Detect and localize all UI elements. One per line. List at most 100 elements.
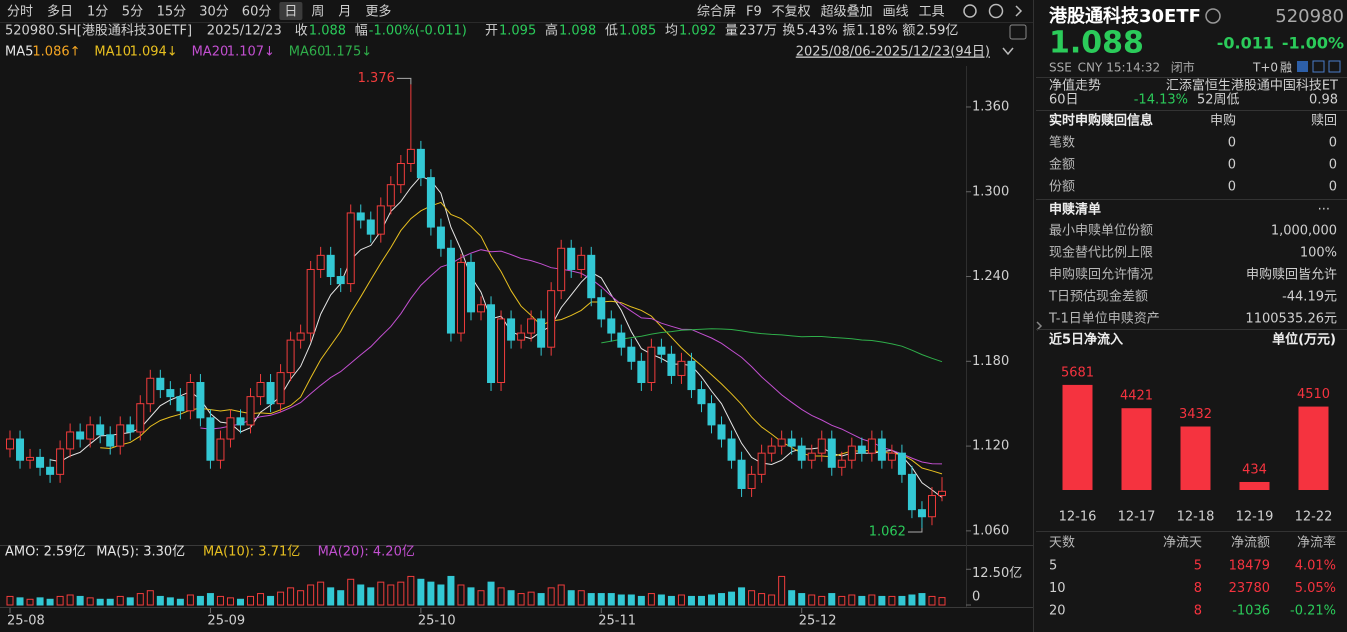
volume-bar: [798, 593, 806, 606]
candle-body: [206, 417, 215, 461]
volume-bar: [557, 584, 565, 606]
quote-meta: CNY: [1078, 61, 1103, 75]
candle-body: [216, 438, 225, 461]
settings-icon[interactable]: [963, 4, 977, 18]
tool-button[interactable]: 综合屏: [697, 5, 736, 20]
y-tick-label: 1.360: [972, 99, 1009, 114]
ma-label: MA20: [192, 45, 229, 60]
candle-body: [547, 290, 556, 348]
wechat-icon[interactable]: [1009, 24, 1027, 40]
table-header: 天数: [1049, 536, 1075, 551]
candle-body: [757, 452, 766, 475]
row-label: 份额: [1049, 180, 1075, 195]
candle-body: [246, 396, 255, 426]
candle-body: [517, 332, 526, 341]
period-tab[interactable]: 30分: [199, 5, 229, 20]
period-tab[interactable]: 15分: [157, 5, 187, 20]
row-value: 0: [1329, 136, 1337, 151]
nav-clip: [1036, 106, 1347, 111]
col-header: 申购: [1210, 113, 1236, 129]
more-button[interactable]: ···: [1318, 203, 1330, 218]
tool-button[interactable]: 画线: [883, 5, 909, 20]
add-icon[interactable]: [1312, 60, 1325, 73]
field-value: 5.43%: [796, 24, 837, 39]
y-tick-label: 1.060: [972, 523, 1009, 538]
candle-body: [617, 332, 626, 348]
x-tick-label: 12-17: [1118, 510, 1156, 525]
volume-bar: [497, 587, 505, 606]
candle-body: [156, 377, 165, 391]
volume-bar: [146, 590, 154, 606]
candle-body: [887, 452, 896, 461]
period-tab[interactable]: 周: [311, 5, 324, 20]
bar: [1298, 406, 1329, 490]
candle-body: [366, 219, 375, 235]
period-tab[interactable]: 更多: [365, 4, 391, 20]
bar-value-label: 3432: [1179, 407, 1212, 422]
low-label: 1.062: [869, 525, 906, 540]
candle-body: [456, 261, 465, 334]
volume-bar: [267, 595, 275, 606]
info-icon[interactable]: [1205, 8, 1221, 24]
collapse-icon[interactable]: [1015, 5, 1023, 17]
volume-bar: [226, 597, 234, 606]
tool-button[interactable]: 超级叠加: [821, 5, 873, 20]
y-tick-label: 1.240: [972, 269, 1009, 284]
quote-icons[interactable]: [1297, 60, 1341, 73]
panel-toggle[interactable]: [1036, 321, 1043, 331]
volume-bar: [216, 595, 224, 606]
table-cell: 5.05%: [1295, 581, 1336, 596]
candle-body: [436, 226, 445, 249]
range-dropdown[interactable]: [1002, 47, 1014, 56]
volume-bar: [136, 593, 144, 606]
volume-bar: [247, 595, 255, 606]
volume-bar: [477, 590, 485, 606]
volume-bar: [347, 578, 355, 606]
field-value: 237万: [739, 24, 777, 39]
candle-body: [767, 445, 776, 454]
period-tab[interactable]: 多日: [47, 4, 73, 20]
quote-code: 520980: [1275, 6, 1344, 27]
volume-bar: [617, 594, 625, 606]
x-tick-label: 25-09: [207, 614, 245, 629]
candle-body: [276, 372, 285, 405]
row-value: 1100535.26元: [1245, 312, 1337, 327]
period-tab[interactable]: 分时: [7, 5, 33, 20]
tool-button[interactable]: 工具: [919, 5, 945, 20]
candle-body: [537, 318, 546, 348]
candle-body: [627, 346, 636, 362]
volume-bar: [317, 581, 325, 606]
bar-value-label: 4510: [1297, 387, 1330, 402]
volume-bar: [778, 575, 786, 606]
bar-date: 2025/12/23: [207, 24, 282, 39]
candle-body: [777, 438, 786, 447]
tool-button[interactable]: F9: [746, 5, 762, 20]
window-icon[interactable]: [1328, 60, 1341, 73]
period-tab[interactable]: 5分: [122, 5, 143, 20]
candle-body: [126, 424, 135, 433]
chart-title: 近5日净流入: [1049, 332, 1123, 348]
edit-icon[interactable]: [1297, 61, 1308, 72]
candle-body: [326, 254, 335, 278]
col-header: 赎回: [1311, 114, 1337, 129]
candle-body: [66, 431, 75, 450]
volume-bar: [878, 595, 886, 606]
candle-body: [16, 438, 25, 461]
high-marker: [396, 77, 412, 85]
candle-body: [747, 473, 756, 489]
y-tick-label: 1.120: [972, 439, 1009, 454]
period-tab[interactable]: 日: [284, 5, 297, 20]
candle-body: [26, 456, 35, 461]
tool-button[interactable]: 不复权: [772, 4, 811, 20]
volume-bar: [56, 595, 64, 606]
volume-bar: [838, 595, 846, 606]
row-value: 0: [1228, 136, 1236, 151]
volume-bar: [547, 587, 555, 606]
volume-bar: [848, 594, 856, 606]
period-tab[interactable]: 1分: [87, 5, 108, 20]
toolbar-icons[interactable]: [963, 3, 1023, 19]
help-icon[interactable]: [988, 3, 1004, 19]
period-tab[interactable]: 月: [338, 5, 351, 20]
period-tab[interactable]: 60分: [242, 5, 272, 20]
row-label: 最小申赎单位份额: [1049, 224, 1153, 239]
